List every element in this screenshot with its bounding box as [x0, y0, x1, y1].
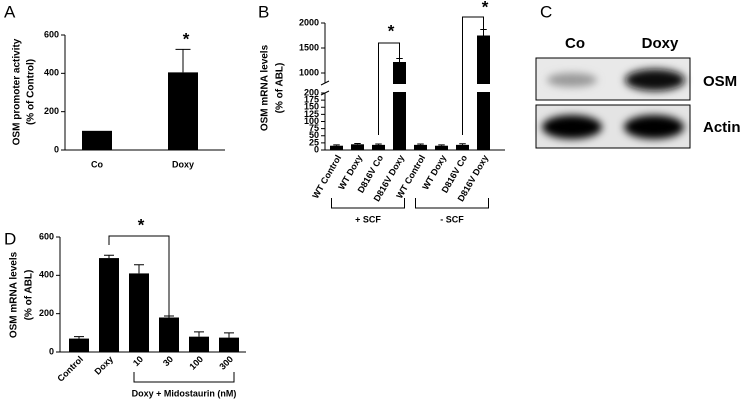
bar [168, 72, 198, 150]
bar [82, 130, 112, 150]
bar [219, 337, 239, 352]
y-tick-label: 125 [304, 109, 319, 119]
error-bar [459, 143, 466, 145]
group-bracket [133, 372, 235, 383]
blot-band [625, 69, 685, 91]
y-tick-label: 400 [44, 68, 59, 78]
error-bar [375, 143, 382, 145]
panel-letter: B [258, 2, 269, 21]
error-bar [438, 144, 445, 146]
group-label: + SCF [355, 214, 381, 224]
y-tick-label: 150 [304, 102, 319, 112]
axis-break [320, 90, 330, 96]
y-tick-label: 100 [304, 116, 319, 126]
y-tick-label: 2000 [299, 17, 319, 27]
y-tick-label: 0 [49, 346, 54, 356]
bar [189, 336, 209, 352]
x-tick-label: 10 [131, 354, 145, 368]
error-bar [354, 142, 361, 145]
blot-band [624, 115, 684, 139]
x-tick-label: Co [91, 159, 103, 169]
bar [99, 258, 119, 352]
panel-letter: D [4, 229, 16, 248]
bar [330, 145, 343, 150]
y-tick-label: 1500 [299, 42, 319, 52]
y-axis-label: (% of Control) [26, 59, 37, 125]
y-tick-label: 600 [39, 231, 54, 241]
x-tick-label: WT Control [310, 153, 343, 200]
significance: * [388, 21, 395, 40]
x-tick-label: 100 [187, 354, 205, 372]
panel-letter: C [540, 2, 552, 21]
x-tick-label: Doxy [172, 159, 194, 169]
y-tick-label: 175 [304, 95, 319, 105]
y-tick-label: 400 [39, 270, 54, 280]
bar [129, 273, 149, 352]
y-tick-label: 200 [39, 308, 54, 318]
y-axis-label: OSM mRNA levels [9, 251, 20, 338]
y-tick-label: 0 [314, 144, 319, 154]
y-axis-label: (% of ABL) [24, 270, 35, 321]
x-tick-label: 30 [161, 354, 175, 368]
significance: * [183, 29, 190, 48]
axis-break [320, 80, 330, 86]
x-tick-label: 300 [217, 354, 235, 372]
y-tick-label: 200 [44, 106, 59, 116]
significance-bracket [462, 16, 484, 135]
error-bar [194, 331, 204, 337]
blot-panel: C Co Doxy OSM Actin [535, 2, 741, 149]
blot-row: OSM [703, 73, 737, 90]
group-bracket [415, 198, 489, 209]
y-tick-label: 600 [44, 29, 59, 39]
bar [456, 144, 469, 150]
y-tick-label: 75 [309, 123, 319, 133]
y-axis-label: OSM mRNA levels [260, 44, 271, 131]
error-bar [74, 336, 84, 339]
significance-bracket [108, 235, 170, 335]
y-axis-label: OSM promoter activity [12, 38, 23, 145]
bar [393, 62, 406, 150]
blot-column: Co [565, 35, 585, 52]
group-label: Doxy + Midostaurin (nM) [132, 388, 237, 398]
blot-band [542, 115, 602, 139]
significance-bracket [378, 42, 400, 135]
bar [372, 144, 385, 150]
y-tick-label: 0 [54, 144, 59, 154]
error-bar [134, 264, 144, 274]
error-bar [104, 254, 114, 259]
y-tick-label: 1000 [299, 67, 319, 77]
bar [69, 338, 89, 352]
y-axis-label: (% of ABL) [275, 63, 286, 114]
group-label: - SCF [440, 214, 464, 224]
axis-break [326, 84, 506, 92]
error-bar [417, 143, 424, 145]
error-bar [175, 48, 191, 73]
y-tick-label: 50 [309, 130, 319, 140]
blot-column: Doxy [642, 35, 679, 52]
x-tick-label: Control [55, 354, 85, 384]
bar [477, 35, 490, 150]
panel-letter: A [4, 2, 16, 21]
bar [351, 144, 364, 150]
bar [435, 145, 448, 150]
error-bar [333, 144, 340, 146]
error-bar [224, 332, 234, 338]
significance: * [482, 0, 489, 16]
bar [414, 144, 427, 150]
group-bracket [331, 198, 405, 209]
y-tick-label: 25 [309, 137, 319, 147]
significance: * [138, 215, 145, 234]
blot-row: Actin [703, 119, 741, 136]
x-tick-label: Doxy [92, 354, 115, 377]
y-tick-label: 200 [304, 87, 319, 97]
blot-band [547, 73, 597, 87]
